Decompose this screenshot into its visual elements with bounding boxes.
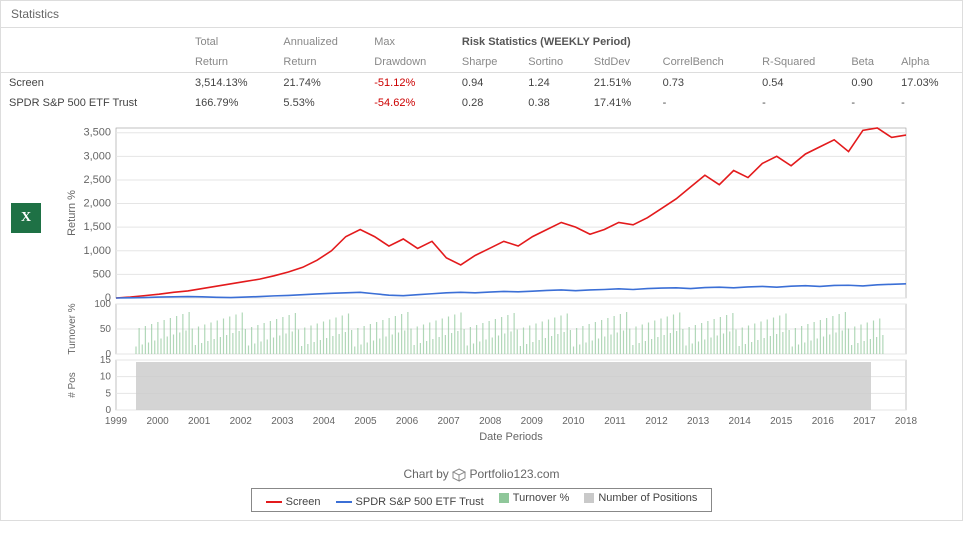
chart-area: X 0 500 1,000 1,500 2,000 2,500 3,000 3,500 Retu… [1,113,962,463]
table-cell: 1.24 [520,73,586,94]
table-cell: 0.38 [520,93,586,113]
table-cell: Screen [1,73,187,94]
col-sortino: Sortino [520,52,586,73]
legend-screen: Screen [266,496,321,508]
table-cell: 166.79% [187,93,275,113]
table-cell: - [655,93,754,113]
table-cell: - [843,93,893,113]
svg-text:3,500: 3,500 [83,127,111,139]
svg-text:1999: 1999 [105,416,128,427]
table-cell: 17.41% [586,93,655,113]
svg-text:Turnover %: Turnover % [67,303,78,354]
table-row: SPDR S&P 500 ETF Trust166.79%5.53%-54.62… [1,93,962,113]
svg-text:1,500: 1,500 [83,221,111,233]
legend-spy: SPDR S&P 500 ETF Trust [336,496,484,508]
chart-legend: Screen SPDR S&P 500 ETF Trust Turnover %… [1,488,962,520]
svg-text:2004: 2004 [313,416,336,427]
table-cell: - [893,93,962,113]
col-maxdd-1: Max [366,28,454,52]
col-annualized-2: Return [275,52,366,73]
svg-text:2010: 2010 [562,416,585,427]
col-rsq: R-Squared [754,52,843,73]
table-cell: 5.53% [275,93,366,113]
svg-text:500: 500 [93,268,111,280]
svg-text:2,500: 2,500 [83,174,111,186]
col-beta: Beta [843,52,893,73]
svg-text:2015: 2015 [770,416,793,427]
col-sharpe: Sharpe [454,52,520,73]
svg-text:100: 100 [94,299,111,310]
svg-text:2,000: 2,000 [83,198,111,210]
table-cell: -54.62% [366,93,454,113]
legend-turnover: Turnover % [499,492,569,504]
col-total-return-2: Return [187,52,275,73]
table-cell: 0.94 [454,73,520,94]
svg-text:2002: 2002 [230,416,253,427]
table-row: Screen3,514.13%21.74%-51.12%0.941.2421.5… [1,73,962,94]
svg-text:2003: 2003 [271,416,294,427]
table-cell: 21.51% [586,73,655,94]
svg-text:# Pos: # Pos [67,372,78,398]
svg-text:2012: 2012 [645,416,668,427]
svg-text:Date Periods: Date Periods [479,431,543,443]
table-cell: 0.73 [655,73,754,94]
col-total-return-1: Total [187,28,275,52]
statistics-panel: Statistics Total Annualized Max Risk Sta… [0,0,963,521]
legend-positions: Number of Positions [584,492,697,504]
table-cell: 17.03% [893,73,962,94]
col-annualized-1: Annualized [275,28,366,52]
col-stddev: StdDev [586,52,655,73]
performance-chart: 0 500 1,000 1,500 2,000 2,500 3,000 3,500 Return… [61,123,931,453]
svg-text:15: 15 [100,355,112,366]
col-maxdd-2: Drawdown [366,52,454,73]
table-cell: 0.54 [754,73,843,94]
col-correl: CorrelBench [655,52,754,73]
svg-text:2001: 2001 [188,416,211,427]
svg-text:5: 5 [105,388,111,399]
svg-text:2018: 2018 [895,416,918,427]
cube-icon [452,468,466,482]
svg-text:2014: 2014 [729,416,752,427]
svg-text:50: 50 [100,324,112,335]
excel-icon: X [21,210,31,226]
svg-text:2017: 2017 [853,416,876,427]
table-cell: SPDR S&P 500 ETF Trust [1,93,187,113]
svg-text:Return %: Return % [66,190,78,236]
panel-title: Statistics [1,1,962,28]
table-cell: 0.90 [843,73,893,94]
svg-text:10: 10 [100,372,112,383]
svg-text:1,000: 1,000 [83,245,111,257]
svg-text:0: 0 [105,405,111,416]
table-cell: 3,514.13% [187,73,275,94]
table-cell: - [754,93,843,113]
svg-text:2005: 2005 [354,416,377,427]
svg-text:3,000: 3,000 [83,150,111,162]
svg-text:2011: 2011 [604,416,626,427]
svg-text:2016: 2016 [812,416,835,427]
table-cell: 21.74% [275,73,366,94]
svg-text:2007: 2007 [438,416,461,427]
svg-text:2009: 2009 [521,416,544,427]
svg-text:2013: 2013 [687,416,710,427]
col-alpha: Alpha [893,52,962,73]
svg-text:2000: 2000 [146,416,169,427]
svg-text:2008: 2008 [479,416,502,427]
chart-attribution: Chart by Portfolio123.com [1,463,962,488]
col-risk-header: Risk Statistics (WEEKLY Period) [454,28,962,52]
table-cell: -51.12% [366,73,454,94]
table-cell: 0.28 [454,93,520,113]
export-excel-button[interactable]: X [11,203,41,233]
stats-table: Total Annualized Max Risk Statistics (WE… [1,28,962,113]
svg-text:2006: 2006 [396,416,419,427]
